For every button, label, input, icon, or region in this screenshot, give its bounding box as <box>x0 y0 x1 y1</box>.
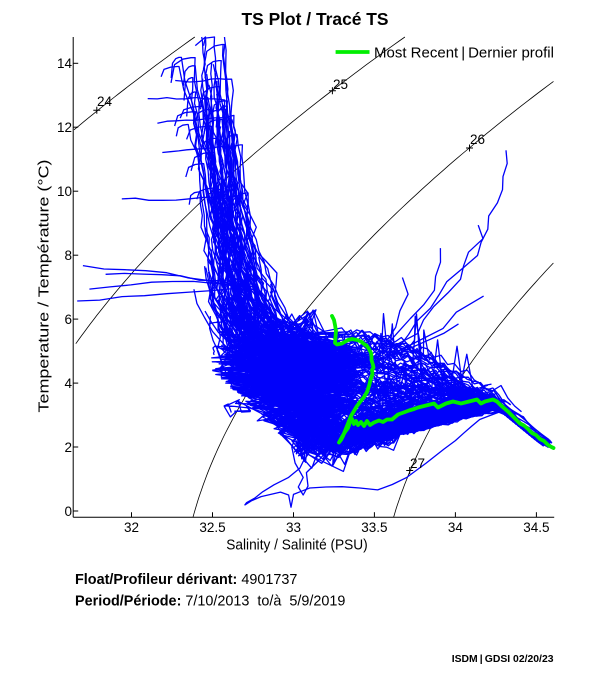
svg-text:Float/Profileur dérivant: 4901: Float/Profileur dérivant: 4901737 <box>75 572 297 588</box>
svg-text:Temperature / Température (°C): Temperature / Température (°C) <box>36 160 53 413</box>
svg-text:2: 2 <box>64 440 72 455</box>
svg-text:32.5: 32.5 <box>199 520 225 535</box>
svg-text:27: 27 <box>410 456 425 471</box>
svg-text:8: 8 <box>64 248 72 263</box>
svg-text:Most Recent | Dernier profil: Most Recent | Dernier profil <box>374 45 554 62</box>
svg-text:25: 25 <box>333 77 348 92</box>
svg-text:6: 6 <box>64 312 72 327</box>
svg-text:Salinity / Salinité (PSU): Salinity / Salinité (PSU) <box>226 537 368 554</box>
svg-text:Period/Période: 7/10/2013 to/: Period/Période: 7/10/2013 to/à 5/9/2019 <box>75 594 345 610</box>
svg-text:26: 26 <box>470 132 485 147</box>
svg-text:12: 12 <box>57 120 72 135</box>
svg-text:34.5: 34.5 <box>523 520 549 535</box>
svg-text:10: 10 <box>57 184 72 199</box>
svg-text:33.5: 33.5 <box>361 520 387 535</box>
svg-text:TS Plot / Tracé TS: TS Plot / Tracé TS <box>242 9 389 29</box>
svg-text:4: 4 <box>64 376 72 391</box>
svg-text:32: 32 <box>124 520 139 535</box>
svg-text:33: 33 <box>286 520 301 535</box>
svg-text:24: 24 <box>97 94 113 109</box>
svg-text:14: 14 <box>57 56 73 71</box>
svg-text:34: 34 <box>448 520 464 535</box>
svg-text:0: 0 <box>64 504 72 519</box>
svg-text:ISDM | GDSI 02/20/23: ISDM | GDSI 02/20/23 <box>452 654 554 665</box>
